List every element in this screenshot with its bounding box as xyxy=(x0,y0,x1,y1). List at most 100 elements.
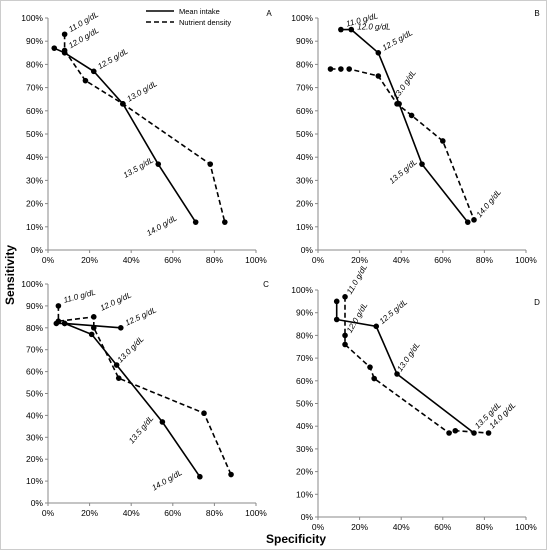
point-label: 12.5 g/dL xyxy=(96,47,129,71)
data-point xyxy=(51,45,58,51)
y-tick-label: 30% xyxy=(26,175,43,185)
point-label: 13.0 g/dL xyxy=(391,68,418,101)
series-line-nutrient-density xyxy=(344,296,489,434)
y-tick-label: 30% xyxy=(26,432,43,442)
y-tick-label: 0% xyxy=(31,498,44,508)
y-tick-label: 80% xyxy=(296,330,313,340)
point-label: 13.5 g/dL xyxy=(388,157,419,185)
y-tick-label: 0% xyxy=(31,245,44,255)
data-point xyxy=(90,325,97,331)
y-tick-label: 100% xyxy=(21,13,43,23)
data-point xyxy=(197,473,203,480)
point-label: 12.5 g/dL xyxy=(378,298,409,326)
point-label: 12.0 g/dL xyxy=(357,23,390,32)
y-tick-label: 0% xyxy=(301,512,314,522)
x-tick-label: 40% xyxy=(393,255,410,265)
point-label: 13.5 g/dL xyxy=(122,155,155,179)
data-point xyxy=(159,419,166,425)
y-tick-label: 30% xyxy=(296,175,313,185)
x-tick-label: 0% xyxy=(42,508,55,518)
data-point xyxy=(342,294,348,300)
data-point xyxy=(373,323,380,330)
point-label: 14.0 g/dL xyxy=(145,213,178,237)
y-tick-label: 100% xyxy=(291,13,313,23)
x-tick-label: 60% xyxy=(164,255,181,265)
y-tick-label: 90% xyxy=(26,301,43,311)
y-tick-label: 40% xyxy=(26,152,43,162)
data-point xyxy=(348,26,355,33)
data-point xyxy=(367,364,373,370)
data-point xyxy=(61,47,68,54)
data-point xyxy=(222,219,228,225)
panel-d: 0% 10% 20% 30% 40% 50% 60% 70% 80% 90% 100% 0% 20% 40… xyxy=(291,263,540,532)
data-point xyxy=(485,430,492,436)
y-tick-label: 30% xyxy=(296,444,313,454)
data-point xyxy=(82,77,89,84)
data-point xyxy=(394,101,400,107)
panel-b: 0% 10% 20% 30% 40% 50% 60% 70% 80% 90% 100% 0% 20% 40… xyxy=(291,9,539,265)
data-point xyxy=(338,26,344,33)
x-tick-label: 20% xyxy=(351,255,368,265)
x-tick-label: 100% xyxy=(245,255,267,265)
data-point xyxy=(120,101,126,107)
series-line-mean-intake xyxy=(53,47,197,223)
x-tick-label: 60% xyxy=(434,522,451,532)
x-tick-label: 100% xyxy=(515,522,537,532)
point-label: 11.0 g/dL xyxy=(63,288,97,305)
data-point xyxy=(115,375,122,381)
x-tick-label: 40% xyxy=(393,522,410,532)
y-tick-label: 70% xyxy=(296,353,313,363)
data-point xyxy=(207,161,214,167)
point-label: 13.0 g/dL xyxy=(395,341,422,374)
x-tick-label: 80% xyxy=(476,255,493,265)
data-point xyxy=(88,331,95,338)
point-label: 12.0 g/dL xyxy=(99,290,133,312)
y-tick-label: 20% xyxy=(26,454,43,464)
panel-c: 0% 10% 20% 30% 40% 50% 60% 70% 80% 90% 100% 0% 20% 40… xyxy=(21,279,269,518)
y-tick-label: 10% xyxy=(296,489,313,499)
x-tick-label: 20% xyxy=(81,255,98,265)
y-tick-label: 50% xyxy=(296,129,313,139)
y-tick-label: 100% xyxy=(21,279,43,289)
y-tick-label: 80% xyxy=(296,59,313,69)
x-tick-label: 80% xyxy=(206,508,223,518)
y-tick-label: 60% xyxy=(296,106,313,116)
point-label: 12.0 g/dL xyxy=(345,301,369,334)
data-point xyxy=(452,427,459,434)
x-axis-title: Specificity xyxy=(266,532,326,546)
data-point xyxy=(201,410,207,417)
x-tick-label: 0% xyxy=(312,255,325,265)
panel-letter: B xyxy=(534,9,539,18)
point-label: 13.5 g/dL xyxy=(127,414,155,445)
y-tick-label: 90% xyxy=(26,36,43,46)
data-point xyxy=(61,31,68,38)
data-point xyxy=(333,316,340,323)
x-tick-label: 20% xyxy=(81,508,98,518)
y-tick-label: 70% xyxy=(26,345,43,355)
data-point xyxy=(375,50,382,56)
data-point xyxy=(471,217,477,223)
point-label: 12.5 g/dL xyxy=(124,305,158,327)
data-point xyxy=(90,314,97,320)
y-tick-label: 10% xyxy=(26,222,43,232)
x-tick-label: 0% xyxy=(312,522,325,532)
panel-letter: D xyxy=(534,298,540,307)
x-tick-label: 100% xyxy=(515,255,537,265)
data-point xyxy=(118,325,124,331)
point-label: 14.0 g/dL xyxy=(150,468,183,492)
point-label: 12.5 g/dL xyxy=(381,28,414,52)
y-tick-label: 90% xyxy=(296,308,313,318)
y-tick-label: 50% xyxy=(26,389,43,399)
data-point xyxy=(471,430,477,436)
y-tick-label: 10% xyxy=(296,222,313,232)
series-line-mean-intake xyxy=(340,28,469,223)
x-tick-label: 40% xyxy=(123,255,140,265)
x-tick-label: 100% xyxy=(245,508,267,518)
y-tick-label: 50% xyxy=(26,129,43,139)
y-axis-title: Sensitivity xyxy=(3,245,17,305)
y-tick-label: 40% xyxy=(296,152,313,162)
point-label: 14.0 g/dL xyxy=(475,188,503,219)
data-point xyxy=(338,66,344,72)
